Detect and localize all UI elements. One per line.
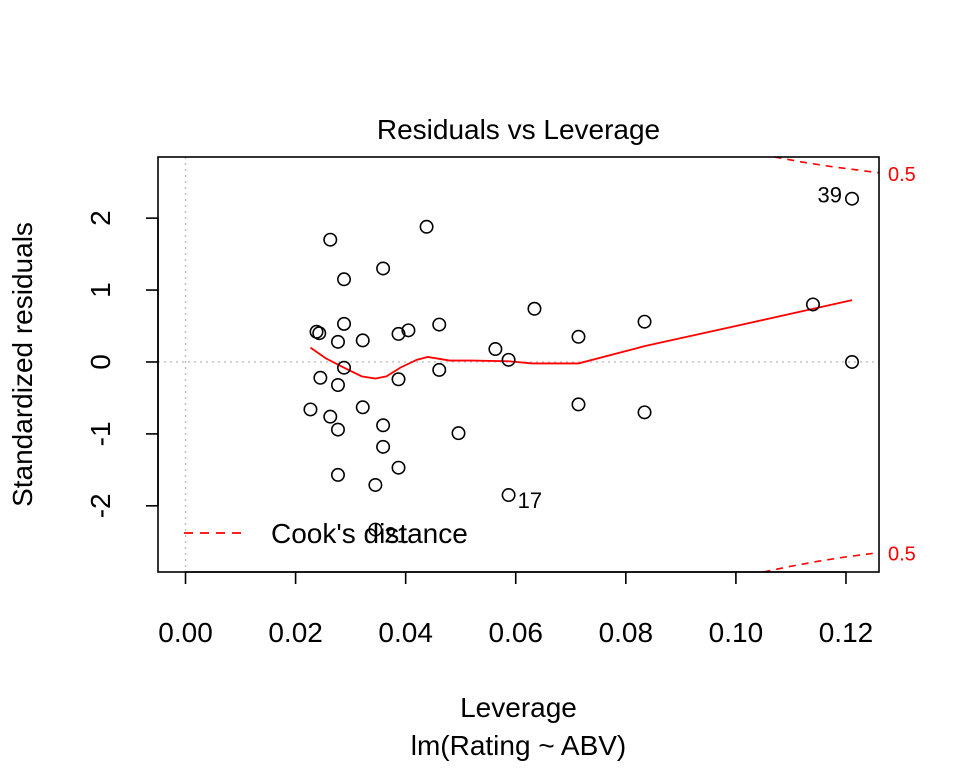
data-point (527, 301, 542, 316)
x-axis: 0.00 0.02 0.04 0.06 0.08 0.10 0.12 (158, 571, 874, 648)
data-point (451, 426, 466, 441)
x-tick-label: 0.06 (488, 617, 543, 648)
data-point (571, 397, 586, 412)
data-point (376, 261, 391, 276)
data-point (323, 232, 338, 247)
x-tick-label: 0.12 (819, 617, 874, 648)
data-point (323, 409, 338, 424)
data-point (368, 522, 383, 537)
data-point (845, 191, 860, 206)
x-tick-label: 0.08 (599, 617, 654, 648)
data-point (488, 342, 503, 357)
cooks-contour-label: 0.5 (888, 164, 916, 186)
data-point (501, 352, 516, 367)
data-point (312, 326, 327, 341)
x-tick-label: 0.02 (268, 617, 323, 648)
data-point (571, 329, 586, 344)
cooks-distance-contours: 0.5 0.5 (763, 156, 916, 573)
smoother-line (309, 299, 853, 380)
cooks-contour-label: 0.5 (888, 544, 916, 566)
data-point (432, 317, 447, 332)
x-tick-label: 0.04 (378, 617, 433, 648)
data-point (376, 418, 391, 433)
data-point (391, 372, 406, 387)
data-point (355, 333, 370, 348)
data-point (330, 377, 345, 392)
y-tick-label: -1 (85, 421, 116, 446)
data-point (376, 439, 391, 454)
data-point (501, 488, 516, 503)
y-tick-label: 0 (85, 354, 116, 370)
data-point (330, 334, 345, 349)
data-point (637, 405, 652, 420)
point-label: 39 (818, 183, 842, 208)
x-tick-label: 0.10 (709, 617, 764, 648)
data-point (637, 314, 652, 329)
data-point (845, 354, 860, 369)
data-point (391, 326, 406, 341)
y-axis: -2 -1 0 1 2 (85, 210, 159, 518)
model-subtitle: lm(Rating ~ ABV) (411, 730, 627, 761)
data-point (330, 467, 345, 482)
data-point (355, 400, 370, 415)
y-tick-label: 2 (85, 210, 116, 226)
cooks-contour-line (774, 156, 880, 174)
point-labels: 39 17 21 (384, 183, 842, 548)
x-tick-label: 0.00 (158, 617, 213, 648)
data-point (419, 219, 434, 234)
data-point (391, 460, 406, 475)
legend: Cook's distance (184, 518, 468, 549)
data-point (337, 360, 352, 375)
data-point (805, 297, 820, 312)
x-axis-label: Leverage (460, 692, 577, 723)
data-point (330, 422, 345, 437)
legend-label: Cook's distance (271, 518, 468, 549)
data-point (401, 323, 416, 338)
data-point (313, 370, 328, 385)
point-label: 17 (518, 488, 542, 513)
data-point (303, 402, 318, 417)
smoother-line-group (309, 299, 853, 380)
y-tick-label: -2 (85, 493, 116, 518)
chart-title: Residuals vs Leverage (377, 114, 660, 145)
cooks-contour-line (763, 551, 880, 573)
y-tick-label: 1 (85, 282, 116, 298)
data-points (303, 191, 860, 537)
y-axis-label: Standardized residuals (7, 222, 38, 507)
point-label: 21 (384, 523, 408, 548)
data-point (337, 272, 352, 287)
data-point (337, 316, 352, 331)
data-point (368, 477, 383, 492)
data-point (432, 362, 447, 377)
